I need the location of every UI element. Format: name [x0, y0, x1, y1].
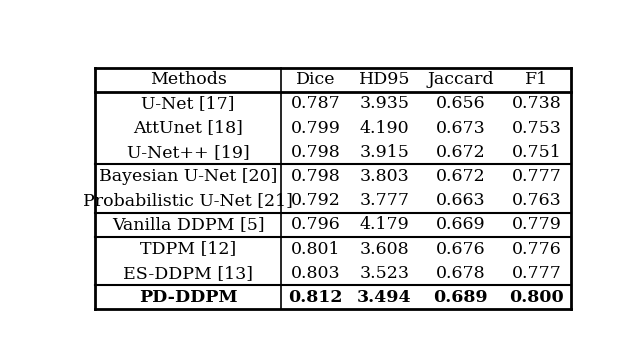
Text: 0.803: 0.803: [291, 265, 340, 282]
Text: Jaccard: Jaccard: [428, 71, 494, 88]
Text: 3.777: 3.777: [360, 192, 410, 209]
Text: Bayesian U-Net [20]: Bayesian U-Net [20]: [99, 168, 277, 185]
Text: 0.777: 0.777: [512, 265, 562, 282]
Text: 3.915: 3.915: [360, 144, 410, 161]
Text: 3.494: 3.494: [357, 289, 412, 306]
Text: 0.776: 0.776: [512, 241, 561, 257]
Text: 0.801: 0.801: [291, 241, 340, 257]
Text: 0.751: 0.751: [512, 144, 561, 161]
Text: 3.608: 3.608: [360, 241, 410, 257]
Text: 0.673: 0.673: [436, 120, 486, 137]
Text: 0.663: 0.663: [436, 192, 485, 209]
Text: HD95: HD95: [359, 71, 410, 88]
Text: Dice: Dice: [296, 71, 335, 88]
Text: ES-DDPM [13]: ES-DDPM [13]: [123, 265, 253, 282]
Text: 0.678: 0.678: [436, 265, 485, 282]
Text: PD-DDPM: PD-DDPM: [139, 289, 237, 306]
Text: 3.803: 3.803: [360, 168, 410, 185]
Text: U-Net++ [19]: U-Net++ [19]: [127, 144, 250, 161]
Text: 0.787: 0.787: [291, 95, 340, 112]
Text: 0.798: 0.798: [291, 144, 340, 161]
Text: 0.738: 0.738: [512, 95, 561, 112]
Text: 3.935: 3.935: [360, 95, 410, 112]
Text: 0.812: 0.812: [289, 289, 343, 306]
Text: 0.689: 0.689: [433, 289, 488, 306]
Text: 0.672: 0.672: [436, 144, 486, 161]
Text: 0.799: 0.799: [291, 120, 340, 137]
Text: AttUnet [18]: AttUnet [18]: [133, 120, 243, 137]
Text: 4.179: 4.179: [360, 216, 410, 233]
Text: 3.523: 3.523: [360, 265, 410, 282]
Text: 0.798: 0.798: [291, 168, 340, 185]
Text: 0.792: 0.792: [291, 192, 340, 209]
Text: 0.669: 0.669: [436, 216, 485, 233]
Text: Probabilistic U-Net [21]: Probabilistic U-Net [21]: [83, 192, 293, 209]
Text: 0.676: 0.676: [436, 241, 485, 257]
Text: 0.779: 0.779: [512, 216, 562, 233]
Text: TDPM [12]: TDPM [12]: [140, 241, 236, 257]
Text: 0.763: 0.763: [512, 192, 561, 209]
Text: 0.800: 0.800: [509, 289, 564, 306]
Text: 0.656: 0.656: [436, 95, 485, 112]
Text: 0.753: 0.753: [512, 120, 562, 137]
Text: 0.796: 0.796: [291, 216, 340, 233]
Text: 0.777: 0.777: [512, 168, 562, 185]
Text: Vanilla DDPM [5]: Vanilla DDPM [5]: [112, 216, 264, 233]
Text: 0.672: 0.672: [436, 168, 486, 185]
Text: 4.190: 4.190: [360, 120, 410, 137]
Text: U-Net [17]: U-Net [17]: [141, 95, 235, 112]
Text: Methods: Methods: [150, 71, 227, 88]
Text: F1: F1: [525, 71, 548, 88]
